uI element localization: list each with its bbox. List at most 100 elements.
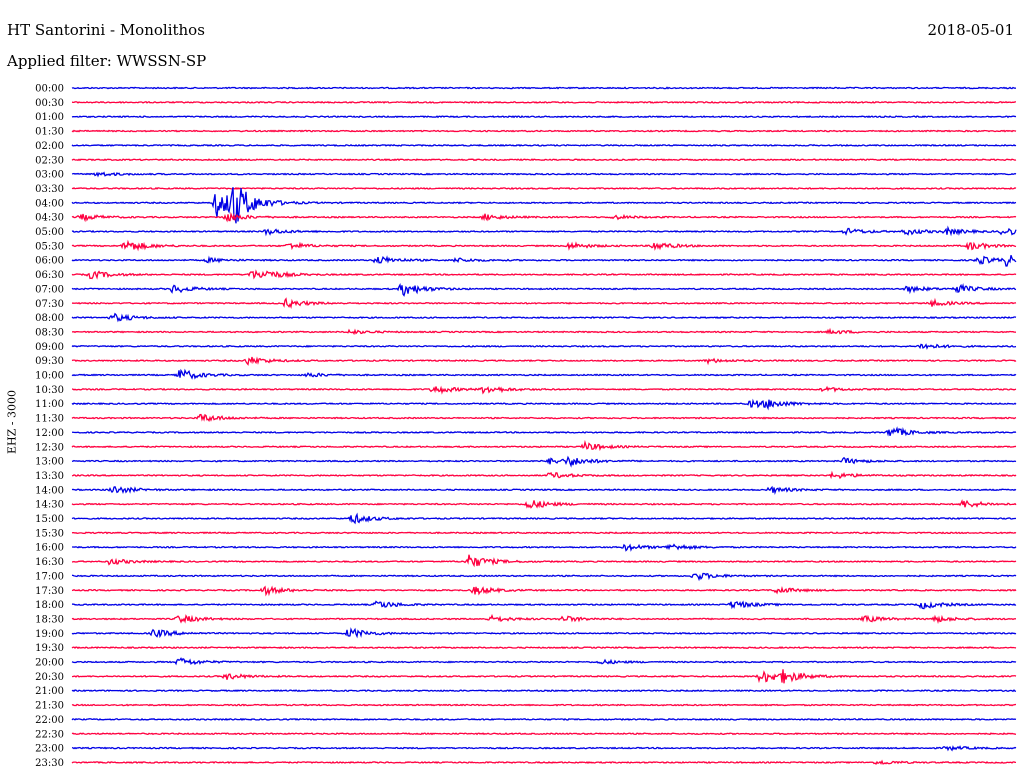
time-label: 21:00 xyxy=(35,686,64,697)
time-label: 13:30 xyxy=(35,471,64,482)
seismic-trace xyxy=(71,100,1017,104)
seismic-trace xyxy=(71,470,1017,480)
time-label: 19:00 xyxy=(35,629,64,640)
seismic-trace xyxy=(71,187,1017,224)
time-label: 14:30 xyxy=(35,500,64,511)
seismic-trace xyxy=(71,143,1017,147)
time-label: 12:00 xyxy=(35,428,64,439)
time-label: 11:00 xyxy=(35,399,64,410)
time-label: 08:00 xyxy=(35,313,64,324)
seismic-trace xyxy=(71,745,1017,752)
time-label: 17:00 xyxy=(35,571,64,582)
time-label: 04:00 xyxy=(35,198,64,209)
time-label: 22:30 xyxy=(35,729,64,740)
seismic-trace xyxy=(71,312,1017,323)
seismic-trace xyxy=(71,732,1017,736)
time-label: 07:00 xyxy=(35,284,64,295)
time-label: 05:30 xyxy=(35,241,64,252)
time-label: 23:00 xyxy=(35,744,64,755)
time-label: 16:30 xyxy=(35,557,64,568)
record-date: 2018-05-01 xyxy=(927,21,1014,39)
time-label: 16:00 xyxy=(35,543,64,554)
time-label: 02:30 xyxy=(35,155,64,166)
seismic-trace xyxy=(71,327,1017,336)
time-label: 13:00 xyxy=(35,457,64,468)
seismic-trace xyxy=(71,554,1017,568)
time-label: 09:30 xyxy=(35,356,64,367)
time-label: 04:30 xyxy=(35,213,64,224)
seismic-trace xyxy=(71,717,1017,721)
applied-filter-label: Applied filter: WWSSN-SP xyxy=(7,52,207,70)
time-label: 11:30 xyxy=(35,414,64,425)
seismic-trace xyxy=(71,239,1017,252)
seismic-trace xyxy=(71,297,1017,310)
time-label: 18:00 xyxy=(35,600,64,611)
seismic-trace xyxy=(71,413,1017,422)
seismic-trace xyxy=(71,115,1017,119)
seismic-trace xyxy=(71,600,1017,610)
seismic-trace xyxy=(71,759,1017,766)
seismic-trace xyxy=(71,646,1017,650)
time-label: 00:00 xyxy=(35,84,64,95)
seismic-trace xyxy=(71,186,1017,190)
seismic-trace xyxy=(71,86,1017,90)
time-label: 20:30 xyxy=(35,672,64,683)
seismic-trace xyxy=(71,512,1017,525)
time-label: 07:30 xyxy=(35,299,64,310)
seismic-trace xyxy=(71,585,1017,597)
time-label: 15:30 xyxy=(35,528,64,539)
seismic-trace xyxy=(71,689,1017,693)
seismic-trace xyxy=(71,499,1017,509)
time-label: 14:00 xyxy=(35,485,64,496)
time-label: 02:00 xyxy=(35,141,64,152)
seismic-trace xyxy=(71,255,1017,267)
seismic-trace xyxy=(71,485,1017,496)
time-label: 01:30 xyxy=(35,127,64,138)
seismic-trace xyxy=(71,572,1017,582)
seismic-trace xyxy=(72,543,1017,552)
seismic-trace xyxy=(71,455,1017,468)
seismic-trace xyxy=(71,657,1017,666)
time-label: 03:00 xyxy=(35,170,64,181)
seismic-trace xyxy=(71,269,1017,280)
time-label: 08:30 xyxy=(35,327,64,338)
time-label: 19:30 xyxy=(35,643,64,654)
seismic-trace xyxy=(71,669,1017,684)
station-title: HT Santorini - Monolithos xyxy=(7,21,205,39)
time-label: 01:00 xyxy=(35,112,64,123)
seismic-trace xyxy=(71,385,1017,395)
time-label: 17:30 xyxy=(35,586,64,597)
time-label: 06:30 xyxy=(35,270,64,281)
time-label: 09:00 xyxy=(35,342,64,353)
seismic-trace xyxy=(71,343,1017,350)
time-label: 20:00 xyxy=(35,658,64,669)
seismic-trace xyxy=(71,356,1017,366)
time-label: 23:30 xyxy=(35,758,64,769)
seismic-trace xyxy=(71,426,1017,437)
time-label: 00:30 xyxy=(35,98,64,109)
seismic-trace xyxy=(71,158,1017,162)
seismic-trace xyxy=(71,368,1017,380)
time-label: 12:30 xyxy=(35,442,64,453)
seismic-trace xyxy=(71,627,1017,639)
seismic-trace xyxy=(71,171,1017,178)
seismic-trace xyxy=(71,282,1017,297)
seismic-trace xyxy=(71,439,1017,452)
time-label: 05:00 xyxy=(35,227,64,238)
time-label: 18:30 xyxy=(35,614,64,625)
time-label: 22:00 xyxy=(35,715,64,726)
seismic-trace xyxy=(71,225,1017,237)
time-label: 21:30 xyxy=(35,701,64,712)
time-label: 10:30 xyxy=(35,385,64,396)
time-label: 15:00 xyxy=(35,514,64,525)
seismic-trace xyxy=(71,531,1017,535)
seismic-trace xyxy=(71,398,1017,411)
seismic-trace xyxy=(71,613,1017,625)
seismic-trace xyxy=(71,703,1017,707)
time-label: 10:00 xyxy=(35,371,64,382)
seismic-trace xyxy=(71,211,1017,223)
time-label: 03:30 xyxy=(35,184,64,195)
seismic-trace xyxy=(71,129,1017,133)
